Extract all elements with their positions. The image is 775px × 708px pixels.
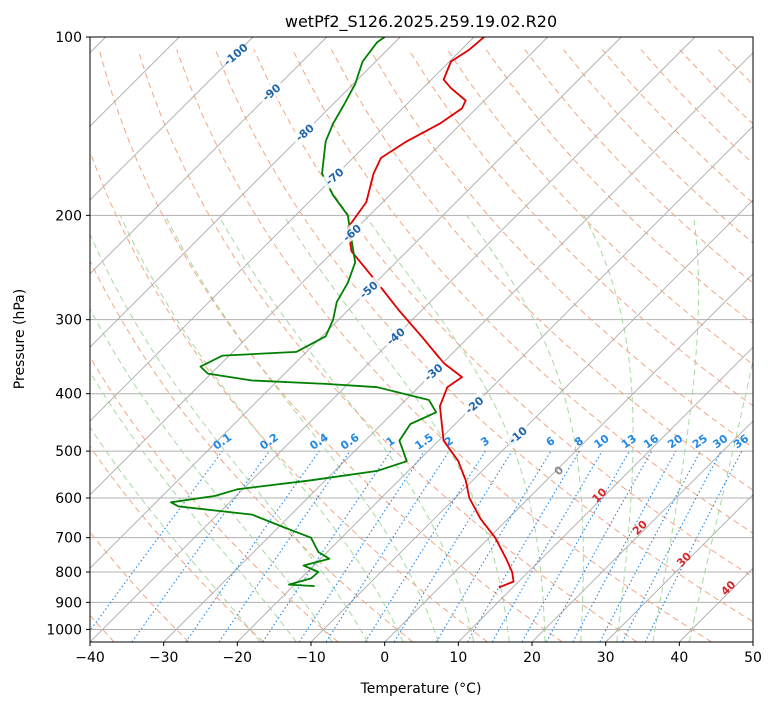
temperature-profile-line	[346, 37, 515, 589]
y-tick-label: 1000	[46, 622, 82, 638]
x-tick-label: 30	[597, 650, 615, 666]
isotherm-label-bg	[337, 219, 366, 246]
dry-adiabat-line	[214, 49, 753, 623]
moist-adiabat-line	[583, 215, 634, 642]
mixing-ratio-line	[393, 450, 513, 642]
x-tick-label: −20	[223, 650, 253, 666]
isotherm-label-bg	[503, 421, 532, 449]
isotherm-label-bg	[354, 275, 383, 303]
isotherm-line	[90, 37, 475, 422]
mixing-ratio-line	[185, 450, 320, 642]
x-tick-label: 10	[449, 650, 467, 666]
moist-adiabat-line	[164, 215, 439, 642]
isotherm-label-bg	[381, 322, 410, 350]
moist-adiabat-line	[364, 215, 546, 642]
dry-adiabats	[90, 49, 753, 642]
isotherm-label-bg	[290, 118, 319, 146]
isotherm-label-bg	[459, 391, 489, 418]
isotherm-line	[90, 37, 254, 201]
x-tick-label: 40	[670, 650, 688, 666]
moist-adiabats	[90, 215, 753, 642]
isotherm-label-bg	[256, 78, 286, 106]
dry-adiabat-line	[485, 49, 753, 325]
x-axis-ticks: −40 −30 −20 −10 0 10 20 30 40 50	[75, 642, 762, 666]
isotherm-label-bg	[221, 40, 250, 68]
isotherm-label-bg	[418, 358, 448, 386]
isotherm-line	[236, 125, 753, 642]
moist-adiabat-line	[652, 215, 700, 642]
dry-adiabat-line	[330, 49, 753, 491]
moist-adiabat-line	[90, 370, 297, 642]
y-tick-label: 100	[55, 30, 82, 46]
dry-adiabat-line	[253, 49, 753, 578]
y-tick-label: 200	[55, 208, 82, 224]
moist-adiabat-line	[283, 215, 510, 642]
dry-adiabat-line	[408, 49, 753, 407]
moist-adiabat-line	[218, 215, 475, 642]
isotherm-line	[531, 420, 753, 642]
dry-adiabat-line	[90, 356, 339, 642]
dry-adiabat-line	[98, 49, 563, 642]
isotherm-line	[605, 494, 753, 642]
y-axis-ticks: 100 200 300 400 500 600 700 800 900 1000	[46, 30, 90, 638]
mixing-ratio-line	[521, 450, 630, 642]
moist-adiabat-line	[90, 426, 261, 642]
y-tick-label: 800	[55, 565, 82, 581]
isotherm-line	[90, 37, 328, 275]
isotherm-line	[163, 52, 753, 642]
mixing-ratio-lines	[90, 450, 743, 642]
moist-adiabat-line	[90, 308, 333, 642]
moist-adiabat-line	[119, 215, 404, 642]
y-tick-label: 900	[55, 595, 82, 611]
y-tick-label: 400	[55, 387, 82, 403]
x-tick-label: −10	[296, 650, 326, 666]
mixing-ratio-line	[572, 450, 677, 642]
dry-adiabat-line	[176, 49, 712, 642]
moist-adiabat-line	[90, 233, 369, 642]
y-axis-label: Pressure (hPa)	[12, 289, 28, 389]
mixing-ratio-line	[298, 450, 425, 642]
x-axis-label: Temperature (°C)	[360, 681, 482, 697]
mixing-ratio-line	[131, 450, 270, 642]
mixing-ratio-line	[325, 450, 450, 642]
x-tick-label: 0	[380, 650, 389, 666]
mixing-ratio-line	[545, 450, 653, 642]
isotherm-label-bg	[320, 162, 349, 190]
isotherm-line	[90, 37, 549, 496]
plot-frame	[89, 36, 754, 643]
dry-adiabat-line	[446, 49, 753, 366]
mixing-ratio-line	[262, 450, 392, 642]
dry-adiabat-line	[137, 49, 638, 642]
x-tick-label: 20	[523, 650, 541, 666]
y-tick-label: 500	[55, 444, 82, 460]
chart-title: wetPf2_S126.2025.259.19.02.R20	[285, 12, 557, 32]
isotherm-line	[384, 273, 753, 642]
dry-adiabat-line	[369, 49, 753, 449]
isotherm-line	[457, 346, 753, 642]
dry-adiabat-line	[292, 49, 753, 534]
moist-adiabat-line	[466, 215, 584, 642]
mixing-ratio-line	[644, 450, 743, 642]
mixing-ratio-line	[218, 450, 351, 642]
isotherm-line	[310, 199, 753, 642]
mixing-ratio-line	[90, 450, 223, 632]
dry-adiabat-line	[90, 259, 414, 642]
y-tick-label: 600	[55, 491, 82, 507]
y-tick-label: 300	[55, 313, 82, 329]
y-tick-label: 700	[55, 531, 82, 547]
dry-adiabat-line	[90, 445, 264, 642]
x-tick-label: 50	[744, 650, 762, 666]
x-tick-label: −30	[149, 650, 179, 666]
x-tick-label: −40	[75, 650, 105, 666]
